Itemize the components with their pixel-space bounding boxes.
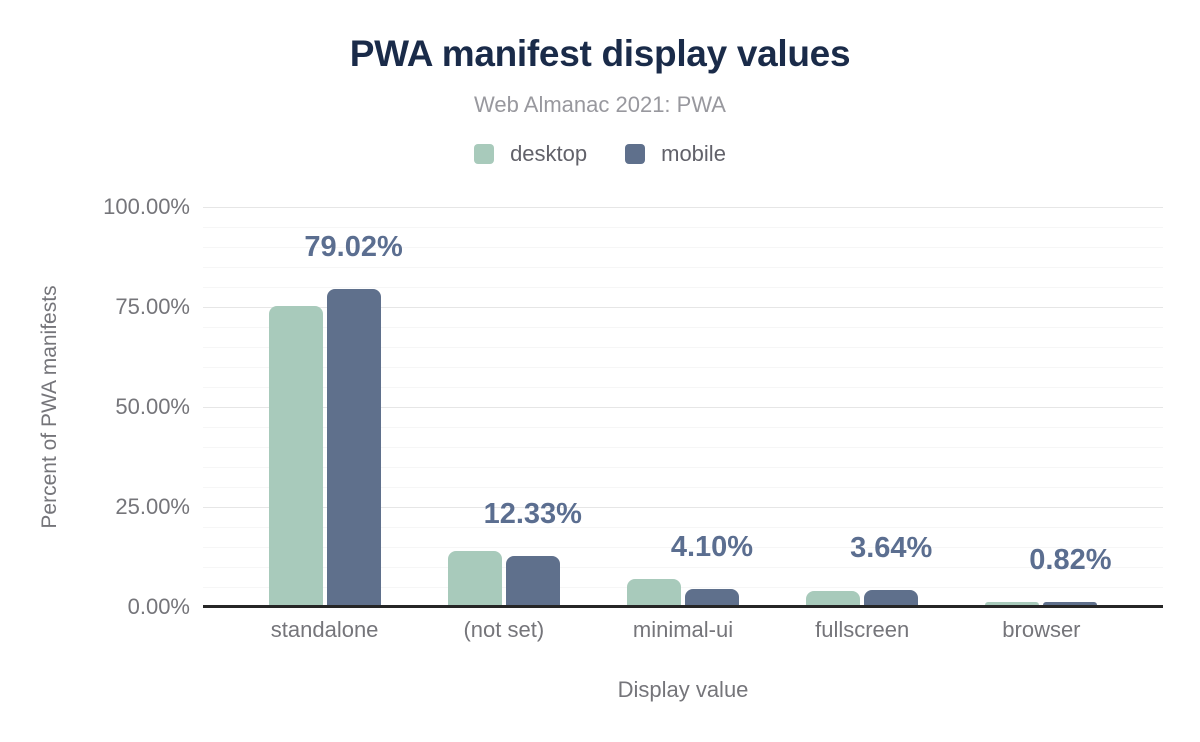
y-tick-label: 75.00% xyxy=(115,294,190,319)
bar-desktop-fullscreen[interactable] xyxy=(806,591,861,605)
chart-subtitle: Web Almanac 2021: PWA xyxy=(474,92,726,117)
gridline-minor xyxy=(203,347,1163,348)
bar-desktop-browser[interactable] xyxy=(985,602,1040,605)
gridline-major xyxy=(203,507,1163,508)
gridline-minor xyxy=(203,367,1163,368)
bar-desktop-minimal-ui[interactable] xyxy=(626,579,681,605)
x-tick-label-fullscreen: fullscreen xyxy=(815,617,910,642)
x-tick-label-browser: browser xyxy=(1002,617,1081,642)
gridline-minor xyxy=(203,427,1163,428)
x-tick-label-standalone: standalone xyxy=(270,617,379,642)
legend-label: desktop xyxy=(510,141,588,166)
category-band-(not set): 12.33% xyxy=(414,207,593,605)
gridline-minor xyxy=(203,227,1163,228)
gridline-minor xyxy=(203,327,1163,328)
legend-item-mobile[interactable]: mobile xyxy=(625,141,726,167)
legend: desktop mobile xyxy=(0,141,1200,167)
category-band-minimal-ui: 4.10% xyxy=(593,207,772,605)
legend-label: mobile xyxy=(661,141,726,166)
gridline-minor xyxy=(203,527,1163,528)
bar-desktop-(not set)[interactable] xyxy=(447,551,502,605)
bar-mobile-fullscreen[interactable] xyxy=(864,590,919,605)
legend-swatch-mobile-icon xyxy=(625,144,646,164)
category-band-standalone: 79.02% xyxy=(235,207,414,605)
gridline-minor xyxy=(203,287,1163,288)
gridline-minor xyxy=(203,447,1163,448)
y-tick-label: 0.00% xyxy=(127,594,190,619)
plot-area: 79.02% 12.33% 4.10% 3.64% 0.82% xyxy=(203,207,1163,607)
data-label-standalone: 79.02% xyxy=(304,230,403,263)
chart-title: PWA manifest display values xyxy=(349,33,851,74)
x-tick-label-minimal-ui: minimal-ui xyxy=(632,617,734,642)
gridline-major xyxy=(203,407,1163,408)
y-tick-label: 25.00% xyxy=(115,494,190,519)
legend-swatch-desktop-icon xyxy=(474,144,495,164)
y-tick-label: 50.00% xyxy=(115,394,190,419)
data-label-(not set): 12.33% xyxy=(483,497,582,530)
x-axis-line xyxy=(203,605,1163,608)
bar-mobile-(not set)[interactable] xyxy=(505,555,560,605)
gridline-minor xyxy=(203,567,1163,568)
gridline-minor xyxy=(203,387,1163,388)
gridline-minor xyxy=(203,587,1163,588)
category-band-fullscreen: 3.64% xyxy=(773,207,952,605)
x-axis-title: Display value xyxy=(617,677,749,702)
data-label-browser: 0.82% xyxy=(1029,543,1112,576)
y-tick-label: 100.00% xyxy=(103,194,190,219)
gridline-minor xyxy=(203,247,1163,248)
bar-mobile-minimal-ui[interactable] xyxy=(684,588,739,605)
data-label-fullscreen: 3.64% xyxy=(850,532,933,565)
gridline-minor xyxy=(203,487,1163,488)
legend-item-desktop[interactable]: desktop xyxy=(474,141,587,167)
category-band-browser: 0.82% xyxy=(952,207,1131,605)
gridline-minor xyxy=(203,267,1163,268)
gridline-minor xyxy=(203,547,1163,548)
bar-mobile-standalone[interactable] xyxy=(326,288,381,605)
data-label-minimal-ui: 4.10% xyxy=(670,530,754,563)
gridline-minor xyxy=(203,467,1163,468)
bar-mobile-browser[interactable] xyxy=(1043,601,1098,605)
x-tick-label-(not set): (not set) xyxy=(463,617,545,642)
bar-desktop-standalone[interactable] xyxy=(268,305,323,605)
gridline-major xyxy=(203,307,1163,308)
gridline-major xyxy=(203,207,1163,208)
